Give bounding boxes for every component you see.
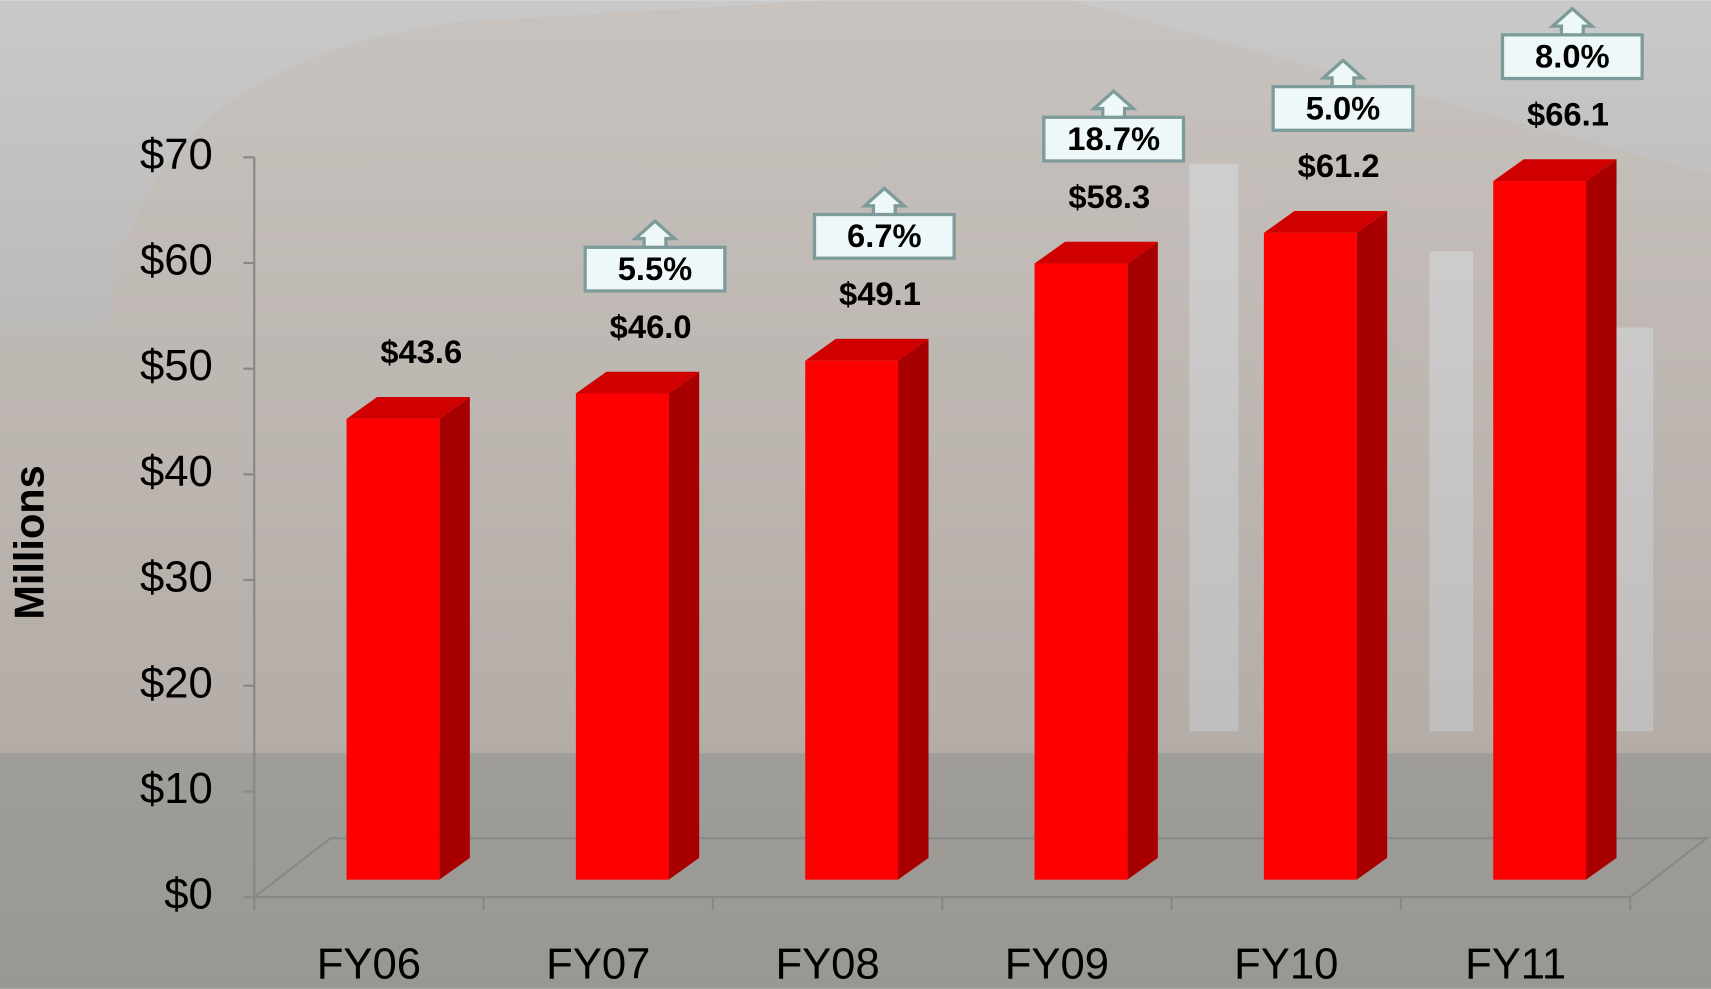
growth-label: 5.5% bbox=[618, 250, 693, 287]
bar-top bbox=[805, 338, 929, 361]
y-tick-label: $60 bbox=[140, 236, 213, 285]
bar-top bbox=[346, 397, 470, 419]
y-tick-label: $40 bbox=[140, 447, 213, 496]
growth-arrow bbox=[1548, 6, 1597, 35]
bar-front bbox=[1034, 263, 1128, 880]
growth-arrow bbox=[1319, 58, 1367, 87]
bar-front bbox=[1493, 181, 1586, 880]
bar bbox=[346, 397, 470, 880]
x-tick-label: FY09 bbox=[1005, 940, 1109, 989]
bar-front bbox=[575, 393, 669, 880]
bar bbox=[575, 371, 700, 880]
bar-front bbox=[805, 360, 898, 880]
growth-label: 6.7% bbox=[847, 217, 922, 254]
growth-arrow bbox=[1089, 88, 1138, 118]
growth-box bbox=[583, 245, 727, 293]
x-tick-label: FY10 bbox=[1234, 940, 1338, 989]
value-label: $58.3 bbox=[1068, 178, 1150, 215]
bar bbox=[1263, 211, 1388, 880]
x-tick-label: FY07 bbox=[546, 940, 650, 989]
x-tick-label: FY11 bbox=[1465, 940, 1566, 989]
growth-box bbox=[812, 212, 956, 260]
y-tick-label: $70 bbox=[140, 130, 213, 179]
growth-label: 8.0% bbox=[1535, 38, 1610, 75]
y-tick-label: $30 bbox=[140, 553, 213, 602]
growth-label: 18.7% bbox=[1067, 120, 1160, 157]
growth-arrow bbox=[860, 186, 909, 215]
bar bbox=[1034, 241, 1158, 880]
y-tick-label: $50 bbox=[140, 341, 213, 390]
growth-label: 5.0% bbox=[1306, 89, 1381, 126]
bar-side bbox=[1127, 241, 1158, 880]
bar bbox=[805, 338, 929, 880]
y-tick-label: $0 bbox=[164, 870, 213, 919]
y-tick-label: $20 bbox=[140, 658, 213, 707]
value-label: $66.1 bbox=[1527, 95, 1609, 132]
bar-front bbox=[346, 418, 440, 880]
bar-side bbox=[897, 338, 929, 880]
growth-arrow bbox=[631, 218, 679, 248]
bar-side bbox=[439, 397, 470, 880]
x-tick-label: FY06 bbox=[317, 940, 421, 989]
value-label: $61.2 bbox=[1298, 147, 1380, 184]
bar-top bbox=[1263, 211, 1388, 233]
bar-side bbox=[1585, 159, 1617, 880]
y-axis-label: Millions bbox=[6, 465, 53, 619]
y-tick-label: $10 bbox=[140, 764, 213, 813]
value-label: $43.6 bbox=[380, 333, 462, 370]
bar-front bbox=[1263, 232, 1357, 880]
growth-box bbox=[1500, 33, 1644, 81]
growth-box bbox=[1042, 115, 1186, 163]
bar bbox=[1493, 159, 1617, 880]
value-label: $49.1 bbox=[839, 275, 921, 312]
growth-box bbox=[1271, 85, 1415, 132]
bar-top bbox=[575, 371, 700, 394]
x-tick-label: FY08 bbox=[775, 940, 879, 989]
bar-top bbox=[1493, 159, 1617, 182]
value-label: $46.0 bbox=[610, 308, 692, 345]
bar-top bbox=[1034, 241, 1158, 264]
bar-side bbox=[1356, 211, 1388, 880]
bar-side bbox=[668, 371, 700, 880]
